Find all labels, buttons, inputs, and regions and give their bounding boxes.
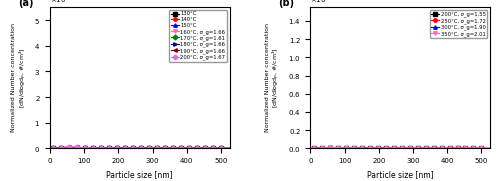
Y-axis label: Normalized Number concentration
[dN/dlogd$_p$, #/cm³]: Normalized Number concentration [dN/dlog… (11, 23, 28, 132)
Text: (a): (a) (18, 0, 33, 8)
Y-axis label: Normalized Number concentration
[dN/dlogd$_p$, #/cm³]: Normalized Number concentration [dN/dlog… (265, 23, 282, 132)
X-axis label: Particle size [nm]: Particle size [nm] (106, 170, 173, 179)
Legend: 130°C, 140°C, 150°C, 160°C, σ_g=1.66, 170°C, σ_g=1.61, 180°C, σ_g=1.66, 190°C, σ: 130°C, 140°C, 150°C, 160°C, σ_g=1.66, 17… (170, 10, 227, 62)
Legend: 200°C, σ_g=1.55, 250°C, σ_g=1.72, 300°C, σ_g=1.90, 350°C, σ_g=2.01: 200°C, σ_g=1.55, 250°C, σ_g=1.72, 300°C,… (430, 10, 488, 38)
X-axis label: Particle size [nm]: Particle size [nm] (367, 170, 434, 179)
Text: (b): (b) (278, 0, 294, 8)
